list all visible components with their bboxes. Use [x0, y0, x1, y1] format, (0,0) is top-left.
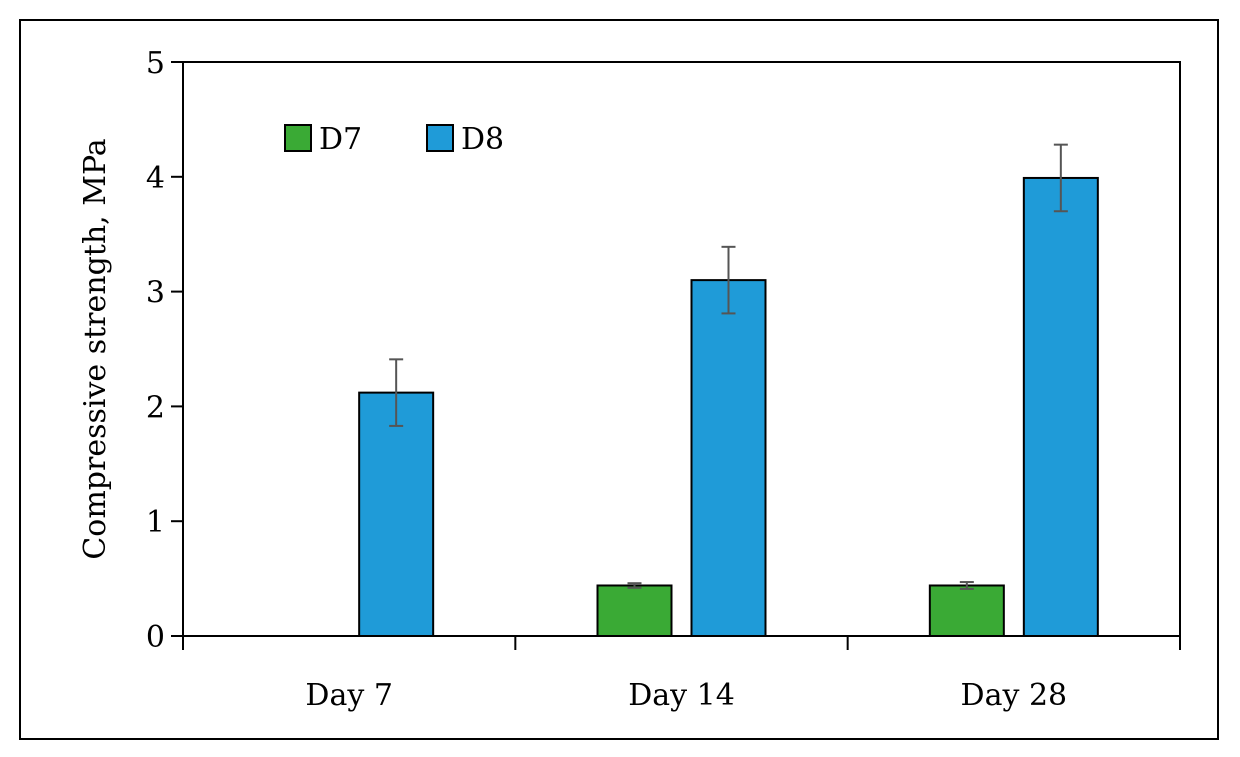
legend-swatch-d8: [426, 124, 454, 152]
plot-area-border: [182, 61, 1181, 637]
bar-d7: [596, 584, 673, 637]
x-category-label: Day 14: [628, 678, 735, 713]
bar-d7: [928, 584, 1005, 637]
y-tick-label: 3: [146, 276, 165, 311]
legend-label-d8: D8: [461, 122, 504, 157]
x-category-label: Day 7: [305, 678, 393, 713]
y-tick-label: 1: [146, 505, 165, 540]
chart-marks: 0 1 2 3 4 5 Day 7 Day 14 Day 28 D7 D8: [146, 46, 1181, 713]
legend-swatch-d7: [284, 124, 312, 152]
bar-d8: [1022, 176, 1099, 637]
y-tick-label: 2: [146, 390, 165, 425]
x-category-label: Day 28: [961, 678, 1068, 713]
y-axis-title: Compressive strength, MPa: [78, 138, 113, 559]
bar-d8: [358, 391, 435, 637]
y-tick-label: 4: [146, 161, 165, 196]
y-tick-label: 0: [146, 620, 165, 655]
y-tick-label: 5: [146, 46, 165, 81]
bar-d8: [690, 279, 767, 637]
legend-label-d7: D7: [319, 122, 362, 157]
